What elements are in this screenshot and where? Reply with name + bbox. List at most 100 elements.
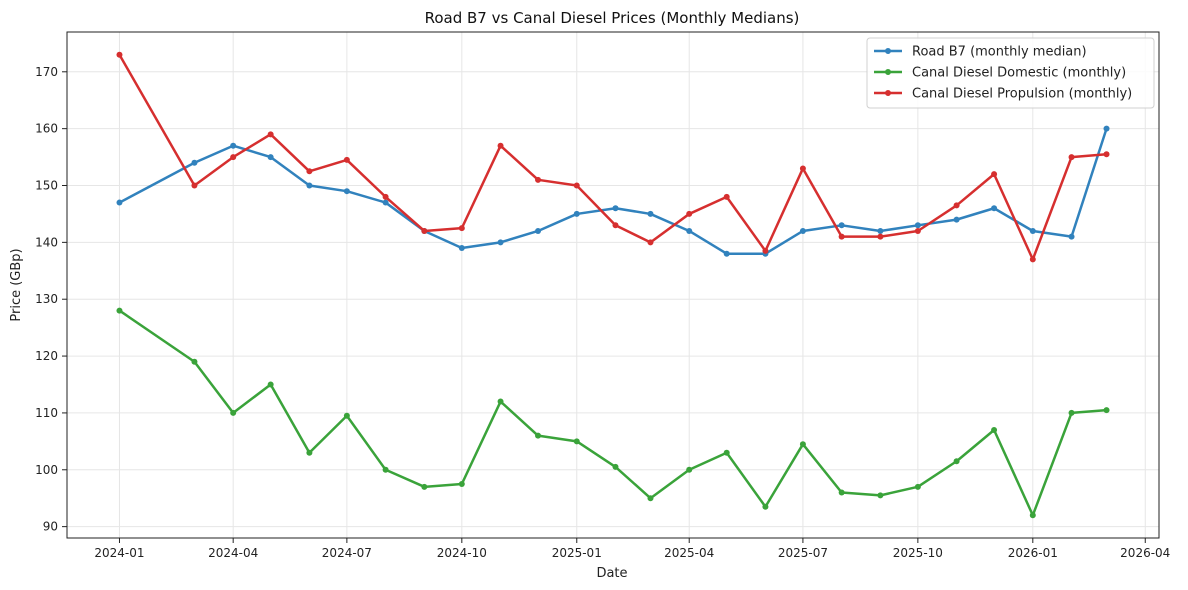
data-point (1103, 407, 1110, 414)
data-point (914, 227, 921, 234)
data-point (914, 222, 921, 229)
x-tick-label: 2026-01 (1008, 546, 1058, 560)
data-point (838, 222, 845, 229)
data-point (382, 199, 389, 206)
data-point (647, 210, 654, 217)
data-point (267, 154, 274, 161)
legend-label: Canal Diesel Propulsion (monthly) (912, 87, 1132, 102)
data-point (991, 171, 998, 178)
data-point (723, 193, 730, 200)
data-point (343, 412, 350, 419)
data-point (382, 193, 389, 200)
y-tick-label: 170 (35, 65, 58, 79)
y-tick-label: 110 (35, 406, 58, 420)
data-point (953, 216, 960, 223)
data-point (647, 495, 654, 502)
data-point (573, 182, 580, 189)
plot-frame (66, 31, 1160, 539)
data-point (1029, 256, 1036, 263)
data-point (1068, 233, 1075, 240)
series-2 (116, 307, 1110, 519)
series-line (118, 128, 1108, 255)
data-point (991, 426, 998, 433)
data-point (686, 466, 693, 473)
data-point (306, 449, 313, 456)
data-point (838, 489, 845, 496)
data-point (612, 205, 619, 212)
y-axis: 90 100 110 120 130 140 150 160 170 (35, 65, 67, 534)
data-point (1103, 151, 1110, 158)
data-point (723, 250, 730, 257)
x-tick-label: 2025-10 (893, 546, 943, 560)
data-point (230, 142, 237, 149)
x-axis-label: Date (596, 566, 627, 581)
data-point (1068, 409, 1075, 416)
y-tick-label: 120 (35, 349, 58, 363)
series-layer (116, 51, 1110, 519)
y-tick-label: 160 (35, 122, 58, 136)
x-tick-label: 2025-07 (778, 546, 828, 560)
data-point (116, 51, 123, 58)
legend-item: Road B7 (monthly median) (874, 45, 1087, 60)
data-point (497, 239, 504, 246)
data-point (191, 159, 198, 166)
legend-item: Canal Diesel Propulsion (monthly) (874, 87, 1132, 102)
data-point (877, 227, 884, 234)
data-point (497, 142, 504, 149)
legend-marker (885, 90, 891, 96)
y-tick-label: 140 (35, 235, 58, 249)
data-point (647, 239, 654, 246)
y-axis-label: Price (GBp) (9, 248, 24, 321)
legend-item: Canal Diesel Domestic (monthly) (874, 66, 1126, 81)
data-point (1029, 227, 1036, 234)
legend-label: Canal Diesel Domestic (monthly) (912, 66, 1126, 81)
data-point (799, 165, 806, 172)
chart-title: Road B7 vs Canal Diesel Prices (Monthly … (425, 9, 800, 27)
data-point (497, 398, 504, 405)
data-point (535, 432, 542, 439)
data-point (838, 233, 845, 240)
data-point (267, 131, 274, 138)
x-tick-label: 2024-04 (208, 546, 258, 560)
data-point (573, 210, 580, 217)
x-tick-label: 2025-04 (664, 546, 714, 560)
data-point (191, 182, 198, 189)
legend-label: Road B7 (monthly median) (912, 45, 1087, 60)
legend-marker (885, 48, 891, 54)
data-point (306, 182, 313, 189)
data-point (762, 503, 769, 510)
data-point (953, 458, 960, 465)
data-point (458, 480, 465, 487)
y-tick-label: 100 (35, 463, 58, 477)
legend-marker (885, 69, 891, 75)
data-point (573, 438, 580, 445)
data-point (612, 463, 619, 470)
data-point (877, 492, 884, 499)
data-point (267, 381, 274, 388)
data-point (1029, 512, 1036, 519)
data-point (799, 441, 806, 448)
data-point (343, 188, 350, 195)
series-3 (116, 51, 1110, 263)
data-point (421, 227, 428, 234)
x-tick-label: 2024-07 (322, 546, 372, 560)
x-tick-label: 2024-01 (94, 546, 144, 560)
data-point (230, 409, 237, 416)
data-point (191, 358, 198, 365)
data-point (686, 227, 693, 234)
data-point (799, 227, 806, 234)
data-point (230, 154, 237, 161)
legend-box (866, 37, 1155, 109)
data-point (991, 205, 998, 212)
data-point (686, 210, 693, 217)
data-point (343, 156, 350, 163)
series-line (118, 309, 1107, 517)
data-point (953, 202, 960, 209)
x-axis: 2024-01 2024-04 2024-07 2024-10 2025-01 2025-… (94, 538, 1170, 560)
data-point (914, 483, 921, 490)
x-tick-label: 2026-04 (1120, 546, 1170, 560)
data-point (458, 245, 465, 252)
y-tick-label: 130 (35, 292, 58, 306)
data-point (1068, 154, 1075, 161)
